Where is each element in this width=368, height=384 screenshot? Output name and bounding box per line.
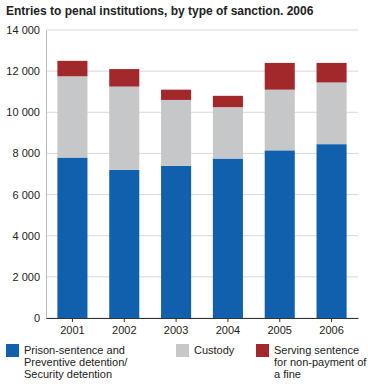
legend-swatch bbox=[6, 344, 19, 357]
grid-line bbox=[46, 276, 358, 277]
y-tick-label: 8 000 bbox=[12, 147, 40, 159]
title: Entries to penal institutions, by type o… bbox=[6, 4, 314, 18]
grid-line bbox=[46, 112, 358, 113]
grid-line bbox=[46, 194, 358, 195]
x-tick-label: 2006 bbox=[319, 324, 343, 336]
x-tick-label: 2003 bbox=[164, 324, 188, 336]
bar bbox=[317, 63, 347, 83]
bar bbox=[57, 61, 87, 76]
bar bbox=[161, 166, 191, 318]
x-tick: 2005 bbox=[267, 318, 291, 336]
y-tick: 6 000 bbox=[12, 189, 46, 201]
bar bbox=[109, 170, 139, 318]
legend-swatch bbox=[256, 344, 269, 357]
bar bbox=[57, 76, 87, 157]
x-tick-label: 2001 bbox=[60, 324, 84, 336]
y-tick-label: 10 000 bbox=[6, 106, 40, 118]
series bbox=[57, 61, 346, 107]
y-axis: 0 2 000 4 000 6 000 8 000 10 000 12 000 14 000 bbox=[6, 24, 46, 324]
x-tick: 2004 bbox=[216, 318, 240, 336]
grid-line bbox=[46, 318, 358, 319]
bar bbox=[213, 159, 243, 318]
x-tick-mark bbox=[72, 318, 73, 322]
y-tick: 8 000 bbox=[12, 147, 46, 159]
x-tick-label: 2002 bbox=[112, 324, 136, 336]
y-tick: 10 000 bbox=[6, 106, 46, 118]
y-tick-label: 4 000 bbox=[12, 230, 40, 242]
bar bbox=[317, 82, 347, 144]
bar bbox=[161, 100, 191, 166]
bar bbox=[317, 144, 347, 318]
x-tick-mark bbox=[279, 318, 280, 322]
legend: Prison-sentence andPreventive detention/… bbox=[6, 344, 367, 380]
x-tick: 2003 bbox=[164, 318, 188, 336]
bar bbox=[213, 96, 243, 107]
y-tick-label: 2 000 bbox=[12, 271, 40, 283]
bar bbox=[57, 158, 87, 318]
bar bbox=[213, 107, 243, 158]
legend-label: Prison-sentence andPreventive detention/… bbox=[24, 344, 128, 380]
x-tick: 2002 bbox=[112, 318, 136, 336]
legend-item: Custody bbox=[176, 344, 235, 357]
chart: Entries to penal institutions, by type o… bbox=[0, 0, 368, 384]
legend-label: Serving sentencefor non-payment ofa fine bbox=[274, 344, 367, 380]
y-tick-label: 12 000 bbox=[6, 65, 40, 77]
x-tick: 2001 bbox=[60, 318, 84, 336]
bar bbox=[265, 63, 295, 90]
grid bbox=[46, 30, 358, 318]
x-tick-mark bbox=[124, 318, 125, 322]
legend-label: Custody bbox=[194, 344, 235, 356]
series bbox=[57, 144, 346, 318]
x-tick-mark bbox=[227, 318, 228, 322]
y-tick-label: 14 000 bbox=[6, 24, 40, 36]
y-tick: 14 000 bbox=[6, 24, 46, 36]
grid-line bbox=[46, 30, 358, 31]
bar bbox=[265, 150, 295, 318]
series bbox=[57, 76, 346, 170]
x-tick-label: 2005 bbox=[267, 324, 291, 336]
legend-swatch bbox=[176, 344, 189, 357]
grid-line bbox=[46, 71, 358, 72]
legend-item: Serving sentencefor non-payment ofa fine bbox=[256, 344, 367, 380]
x-tick-mark bbox=[331, 318, 332, 322]
x-axis: 2001 2002 2003 2004 2005 2006 bbox=[47, 318, 359, 336]
y-tick: 4 000 bbox=[12, 230, 46, 242]
x-axis-line bbox=[47, 318, 359, 319]
bar bbox=[161, 90, 191, 100]
y-axis-line bbox=[46, 31, 47, 319]
bars bbox=[57, 61, 346, 318]
y-tick: 2 000 bbox=[12, 271, 46, 283]
x-tick-label: 2004 bbox=[216, 324, 240, 336]
y-tick-label: 6 000 bbox=[12, 189, 40, 201]
grid-line bbox=[46, 235, 358, 236]
bar bbox=[265, 90, 295, 151]
bar bbox=[109, 69, 139, 86]
bar bbox=[109, 87, 139, 170]
legend-item: Prison-sentence andPreventive detention/… bbox=[6, 344, 128, 380]
x-tick: 2006 bbox=[319, 318, 343, 336]
grid-line bbox=[46, 153, 358, 154]
y-tick: 12 000 bbox=[6, 65, 46, 77]
x-tick-mark bbox=[176, 318, 177, 322]
y-tick-label: 0 bbox=[34, 312, 40, 324]
y-tick: 0 bbox=[34, 312, 46, 324]
